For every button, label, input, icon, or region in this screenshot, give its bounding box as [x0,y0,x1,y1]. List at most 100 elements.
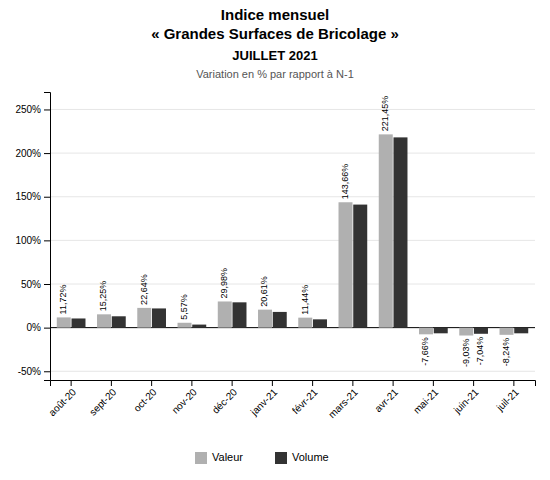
legend-item: Valeur [195,451,243,464]
tick-label: mars-21 [326,386,360,420]
data-label: -9,03% [461,339,471,368]
tick-mark [44,328,50,329]
tick-label: avr-21 [372,386,400,414]
annotation: Variation en % par rapport à N-1 [196,68,354,80]
tick: juil-21 [494,380,522,414]
bar [353,205,367,328]
tick: janv-21 [248,380,280,418]
data-label: -8,24% [501,338,511,367]
grid-line [50,240,535,241]
bar [514,328,528,334]
tick-mark [44,371,50,372]
x-axis: août-20 sept-20 oct-20 nov-20 déc-20 janv-21 f… [46,380,535,420]
legend-label: Volume [292,451,329,463]
data-label: 5,57% [179,294,189,320]
grid-line [50,371,535,372]
bar [192,325,206,328]
tick-mark [433,380,434,386]
data-label: 20,61% [259,276,269,307]
tick-label: 50% [21,279,41,290]
tick: 200% [15,148,50,159]
tick: avr-21 [372,380,400,414]
data-label: 29,98% [219,268,229,299]
grid-line [50,109,535,110]
tick-mark [272,380,273,386]
bar [313,319,327,327]
tick: déc-20 [210,380,240,416]
data-label: 15,25% [98,281,108,312]
grid-line [50,196,535,197]
bar [137,308,151,328]
data-label: 22,64% [139,274,149,305]
series [57,134,514,335]
bar [71,318,85,327]
tick-mark [44,153,50,154]
legend-item: Volume [275,451,329,464]
tick-mark [44,284,50,285]
legend-label: Valeur [212,451,243,463]
bar [434,328,448,334]
tick-label: 150% [15,191,41,202]
plot: 11,72%15,25%22,64%5,57%29,98%20,61%11,44… [15,93,535,421]
axis-line [51,381,536,387]
y-axis: -50% 0% 50% 100% 150% 200% 250% [15,93,50,381]
grid-line [50,284,535,285]
tick-label: déc-20 [210,386,240,416]
bar [97,314,111,327]
tick-mark [352,380,353,386]
tick: oct-20 [131,380,159,414]
data-label: -7,04% [475,337,485,366]
bar [298,318,312,328]
chart: Indice mensuel« Grandes Surfaces de Bric… [0,0,550,480]
bar [500,328,514,335]
legend: Valeur Volume [195,451,329,464]
tick: mai-21 [411,380,441,416]
tick-label: juil-21 [494,386,522,414]
data-label: 221,45% [380,96,390,132]
subtitle: JUILLET 2021 [232,48,317,63]
bar [218,301,232,327]
tick-mark [111,380,112,386]
tick-mark [513,380,514,386]
bar [178,323,192,328]
tick: -50% [18,366,50,377]
bar [152,308,166,327]
tick-mark [232,380,233,386]
legend-swatch [275,452,287,464]
bar [339,202,353,327]
data-label: 143,66% [340,164,350,200]
tick: 150% [15,191,50,202]
tick-label: 0% [27,322,42,333]
tick-mark [393,380,394,386]
tick-mark [44,109,50,110]
tick: mars-21 [326,380,360,420]
tick: 0% [27,322,50,333]
tick-mark [312,380,313,386]
tick-label: oct-20 [131,386,159,414]
tick: sept-20 [87,380,119,418]
tick: août-20 [46,380,78,418]
tick-label: nov-20 [170,386,200,416]
tick-label: 200% [15,148,41,159]
bar [258,310,272,328]
tick-label: -50% [18,366,41,377]
bar [273,312,287,328]
tick-mark [473,380,474,386]
tick: juin-21 [451,380,481,416]
tick: 50% [21,279,50,290]
data-label: 11,44% [300,285,310,315]
tick-label: 100% [15,235,41,246]
series [71,137,528,333]
tick-label: mai-21 [411,386,441,416]
bars [57,134,528,335]
tick: nov-20 [170,380,200,416]
tick-label: janv-21 [248,386,280,418]
bar [459,328,473,336]
title: « Grandes Surfaces de Bricolage » [151,25,399,42]
grid-line [50,153,535,154]
axis-line [44,93,51,381]
tick: 250% [15,104,50,115]
tick: févr-21 [290,380,320,416]
legend-swatch [195,452,207,464]
data-labels: 11,72%15,25%22,64%5,57%29,98%20,61%11,44… [58,96,511,367]
